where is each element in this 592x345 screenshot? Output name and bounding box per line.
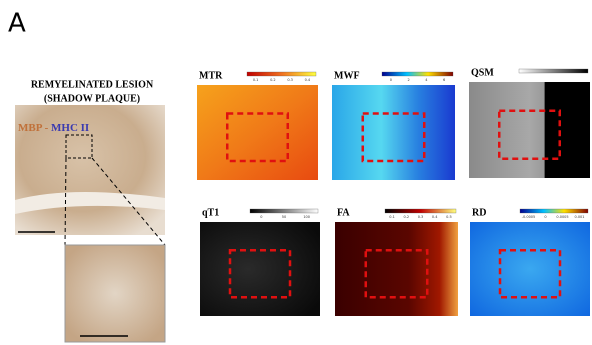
colorbar-tick-label: 0.3	[418, 215, 424, 219]
colorbar-tick-label: 6	[443, 78, 445, 82]
colorbar-tick-label: 0	[544, 215, 546, 219]
map-image	[469, 82, 590, 178]
colorbar-tick-label: 0.0005	[556, 215, 568, 219]
panel-label: A	[8, 9, 26, 39]
inset-image	[65, 245, 165, 342]
map-image	[470, 222, 590, 316]
colorbar-tick-label: 0	[260, 215, 262, 219]
lesion-title: REMYELINATED LESION	[31, 79, 154, 90]
colorbar	[250, 209, 318, 213]
map-image	[200, 222, 320, 316]
colorbar-tick-label: 0.4	[305, 78, 311, 82]
map-label: RD	[472, 207, 486, 218]
colorbar-tick-label: 0.3	[287, 78, 293, 82]
map-image	[332, 85, 455, 180]
colorbar-tick-label: 2	[408, 78, 410, 82]
colorbar-tick-label: -0.0005	[522, 215, 536, 219]
map-label: MWF	[334, 70, 360, 81]
lesion-title: (SHADOW PLAQUE)	[44, 93, 140, 104]
colorbar-tick-label: 0	[390, 78, 392, 82]
colorbar	[382, 72, 453, 76]
colorbar	[385, 209, 456, 213]
map-label: MTR	[199, 70, 223, 81]
map-label: QSM	[471, 67, 494, 78]
colorbar-tick-label: 0.001	[574, 215, 584, 219]
colorbar-tick-label: 0.1	[389, 215, 395, 219]
colorbar	[247, 72, 316, 76]
colorbar	[519, 69, 588, 73]
colorbar	[520, 209, 588, 213]
figure: A REMYELINATED LESION (SHADOW PLAQUE) MB…	[0, 0, 592, 345]
colorbar-tick-label: 0.4	[432, 215, 438, 219]
colorbar-tick-label: 0.2	[404, 215, 410, 219]
map-label: FA	[337, 207, 350, 218]
colorbar-tick-label: 100	[303, 215, 310, 219]
colorbar-tick-label: 0.2	[270, 78, 276, 82]
map-image	[335, 222, 458, 316]
colorbar-tick-label: 0.5	[446, 215, 452, 219]
colorbar-tick-label: 50	[282, 215, 286, 219]
map-image	[197, 85, 318, 180]
colorbar-tick-label: 4	[425, 78, 428, 82]
colorbar-tick-label: 0.1	[253, 78, 259, 82]
stain-label: MBP - MHC II	[18, 122, 89, 134]
map-label: qT1	[202, 207, 219, 218]
